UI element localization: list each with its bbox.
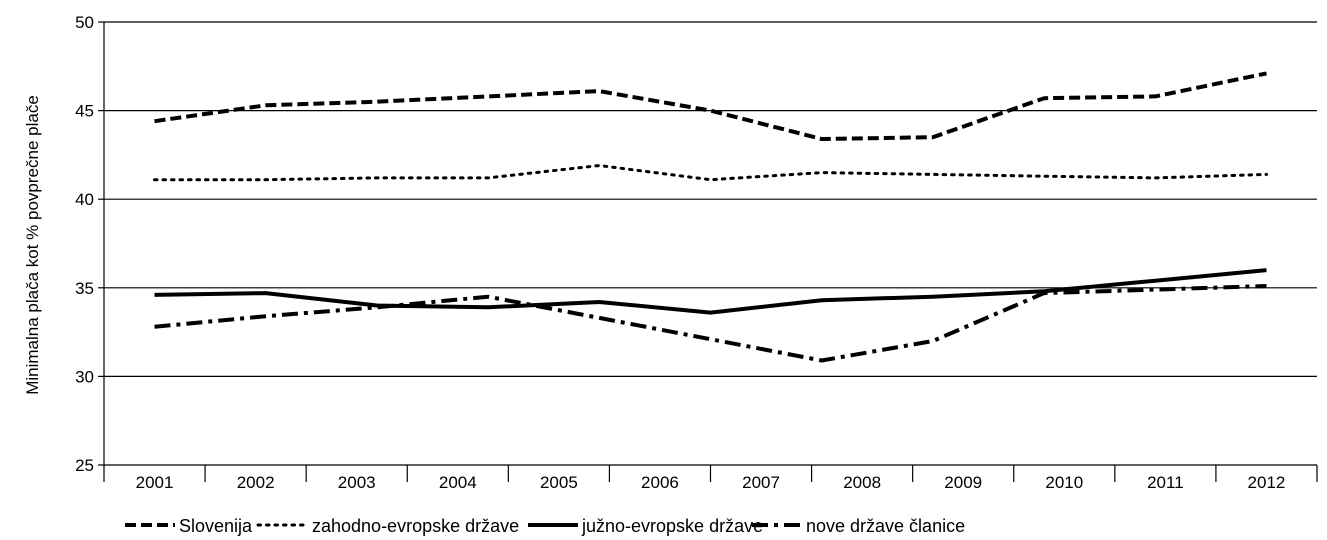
series-lines bbox=[153, 71, 1268, 363]
legend-label-2: zahodno-evropske države bbox=[312, 516, 519, 536]
y-tick-label: 35 bbox=[75, 279, 94, 298]
x-tick-label: 2008 bbox=[843, 473, 881, 492]
y-tick-label: 50 bbox=[75, 13, 94, 32]
series-line-3 bbox=[154, 268, 1267, 315]
x-tick-label: 2001 bbox=[136, 473, 174, 492]
series-line-1 bbox=[154, 71, 1267, 141]
y-tick-label: 30 bbox=[75, 367, 94, 386]
x-tick-label: 2010 bbox=[1045, 473, 1083, 492]
y-tick-label: 25 bbox=[75, 456, 94, 475]
x-tick-label: 2006 bbox=[641, 473, 679, 492]
y-axis-title: Minimalna plača kot % povprečne plače bbox=[23, 95, 42, 395]
series-line-2 bbox=[153, 164, 1268, 182]
x-tick-label: 2003 bbox=[338, 473, 376, 492]
legend: Slovenija zahodno-evropske države južno-ev… bbox=[125, 516, 965, 536]
x-tick-label: 2004 bbox=[439, 473, 477, 492]
x-tick-label: 2012 bbox=[1248, 473, 1286, 492]
y-tick-label: 45 bbox=[75, 102, 94, 121]
series-line-4 bbox=[154, 284, 1267, 363]
gridlines bbox=[104, 21, 1317, 377]
legend-label-1: Slovenija bbox=[179, 516, 253, 536]
x-tick-label: 2002 bbox=[237, 473, 275, 492]
x-axis: 2001 2002 2003 2004 2005 2006 2007 2008 2009 2010… bbox=[103, 465, 1318, 492]
y-axis: 25 30 35 40 45 50 bbox=[75, 13, 104, 475]
x-tick-label: 2009 bbox=[944, 473, 982, 492]
legend-label-3: južno-evropske države bbox=[581, 516, 763, 536]
x-tick-label: 2007 bbox=[742, 473, 780, 492]
x-tick-label: 2005 bbox=[540, 473, 578, 492]
y-tick-label: 40 bbox=[75, 190, 94, 209]
plot-area bbox=[103, 22, 1317, 466]
legend-label-4: nove države članice bbox=[806, 516, 965, 536]
x-tick-label: 2011 bbox=[1147, 473, 1184, 492]
